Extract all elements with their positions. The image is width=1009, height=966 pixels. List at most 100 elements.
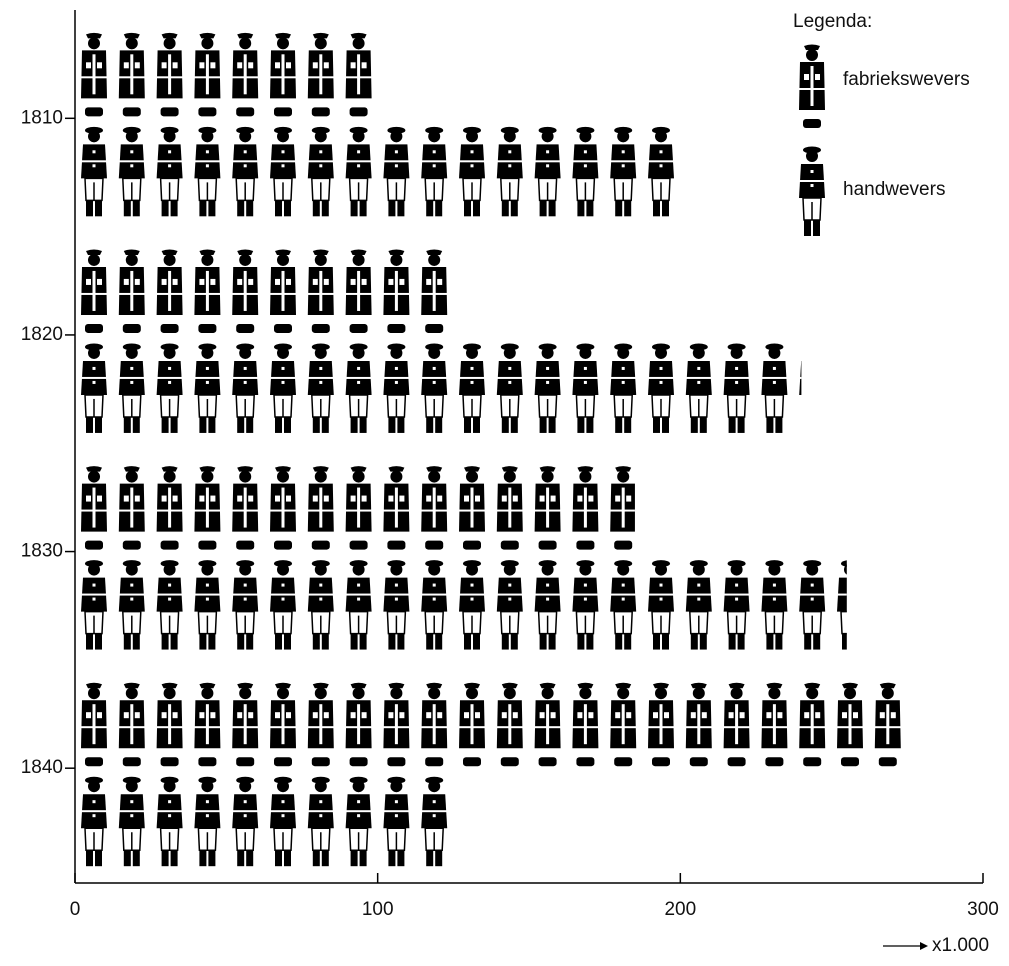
icon [193,33,221,117]
icon [118,33,146,117]
icon [345,33,373,117]
icon [534,683,562,767]
icon [156,683,184,767]
icon [610,127,636,217]
icon [686,343,712,433]
icon [157,343,183,433]
icon [648,343,674,433]
icon [119,127,145,217]
icon [307,249,335,333]
icon [685,683,713,767]
icon [346,777,372,867]
icon [345,249,373,333]
icon [231,683,259,767]
icon [497,560,523,650]
icon [571,466,599,549]
icon [609,466,637,549]
x-unit-label: x1.000 [932,935,989,956]
icon [761,560,787,650]
icon [80,33,108,117]
icon [686,127,712,217]
icon [269,466,297,549]
unit-arrow-head [920,942,928,950]
pictogram-bar [81,343,825,433]
icon [81,343,107,433]
icon [648,560,674,650]
legend-icon [798,45,826,129]
icon [270,560,296,650]
icon [761,343,787,433]
x-tick-label: 300 [967,899,999,920]
icon [194,560,220,650]
pictogram-bar [81,560,863,650]
icon [80,683,108,767]
icon [232,343,258,433]
icon [383,560,409,650]
pictogram-bar [80,249,486,333]
icon [156,249,184,333]
icon [874,683,902,767]
icon [118,249,146,333]
icon [308,560,334,650]
icon [420,466,448,549]
icon [798,683,826,767]
legend-label: fabriekswevers [843,69,970,90]
icon [231,466,259,549]
icon [231,249,259,333]
icon [383,343,409,433]
icon [610,343,636,433]
icon [686,560,712,650]
icon [421,127,447,217]
pictogram-bar [81,127,712,217]
icon [119,560,145,650]
legend-icon [799,147,825,237]
icon [232,777,258,867]
icon [308,127,334,217]
icon [307,466,335,549]
icon [496,466,524,549]
icon [80,249,108,333]
icon [269,249,297,333]
icon [459,777,485,867]
icon [307,683,335,767]
y-tick-label: 1830 [21,541,63,562]
y-tick-label: 1840 [21,757,63,778]
icon [119,343,145,433]
icon [458,249,486,333]
pictogram-bar [80,683,940,767]
icon [497,343,523,433]
legend-title: Legenda: [793,11,872,32]
pictogram-bar [80,466,637,549]
icon [497,127,523,217]
icon [459,127,485,217]
icon [535,560,561,650]
x-tick-label: 0 [70,899,81,920]
icon [156,466,184,549]
icon [193,466,221,549]
icon [648,127,674,217]
icon [912,683,940,767]
icon [420,683,448,767]
x-tick-label: 200 [664,899,696,920]
icon [383,777,409,867]
icon [534,466,562,549]
icon [421,777,447,867]
icon [157,777,183,867]
icon [157,560,183,650]
icon [458,466,486,549]
icon [383,127,409,217]
icon [609,683,637,767]
icon [232,127,258,217]
icon [269,33,297,117]
icon [346,560,372,650]
icon [571,683,599,767]
icon [270,777,296,867]
icon [193,249,221,333]
icon [270,127,296,217]
icon [837,560,863,650]
icon [81,777,107,867]
icon [799,343,825,433]
icon [799,560,825,650]
icon [610,560,636,650]
icon [459,560,485,650]
